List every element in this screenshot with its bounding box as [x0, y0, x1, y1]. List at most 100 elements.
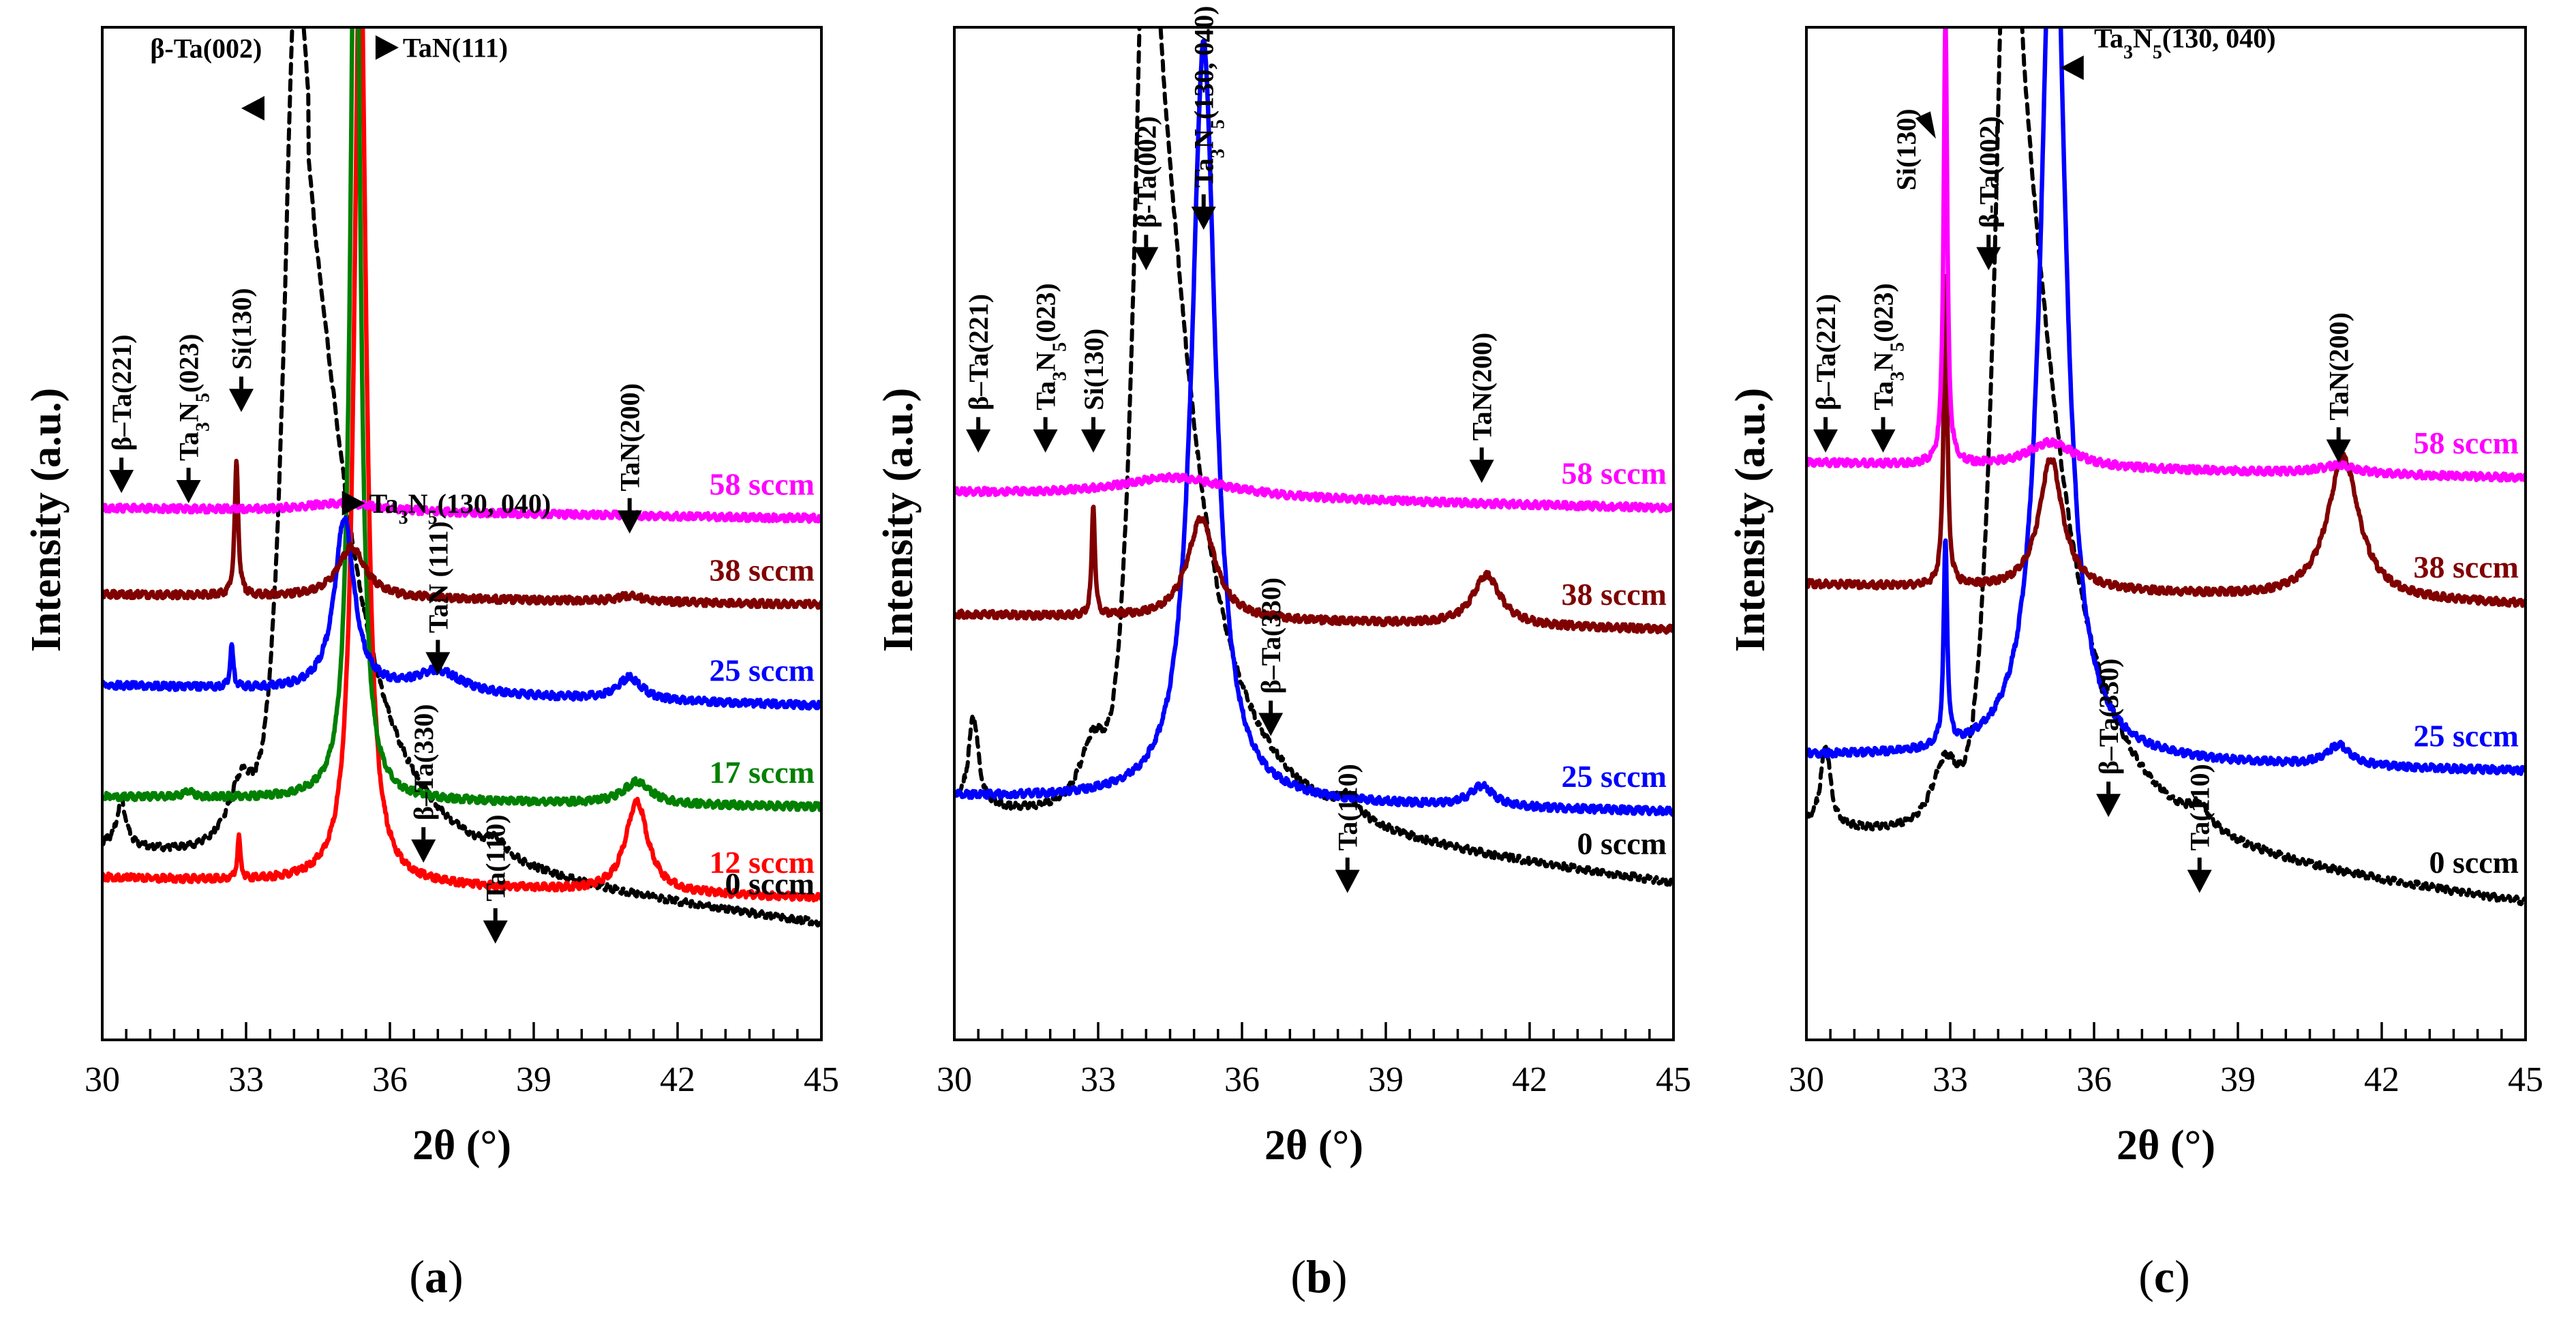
- series-label-25-sccm: 25 sccm: [709, 653, 815, 688]
- peak-label: TaN(200): [2324, 312, 2354, 421]
- peak-label: Ta3N5(130, 040): [1189, 5, 1229, 188]
- arrow-down-icon: [1033, 429, 1058, 453]
- series-label-38-sccm: 38 sccm: [1561, 577, 1667, 612]
- series-line-38-sccm: [1806, 273, 2526, 608]
- arrow-down-icon: [411, 839, 436, 863]
- peak-label: Ta(110): [1333, 764, 1363, 850]
- x-tick-label: 36: [372, 1060, 408, 1099]
- peak-label: Ta3N5(130, 040): [2094, 23, 2276, 63]
- peak-annotation-ta-002: β-Ta(002): [1973, 116, 2004, 271]
- arrow-down-icon: [2326, 439, 2351, 463]
- peak-annotation-tan-111: TaN(111): [375, 33, 508, 63]
- arrow-down-icon: [1976, 247, 2001, 271]
- peak-annotation-tan-111: TaN (111): [423, 521, 453, 676]
- x-tick-label: 36: [1224, 1060, 1260, 1099]
- peak-label: Si(130): [1891, 108, 1922, 190]
- arrow-down-icon: [2187, 869, 2212, 893]
- peak-annotation-ta-221: β–Ta(221): [963, 294, 994, 453]
- series-label-58-sccm: 58 sccm: [1561, 456, 1667, 491]
- panel-c: 0 sccm 25 sccm 38 sccm 58 sccm Ta3N5(130, 04…: [1727, 23, 2543, 1302]
- peak-annotation-ta3n5-023: Ta3N5(023): [1031, 283, 1071, 453]
- traces: [954, 27, 1673, 888]
- series-line-25-sccm: [954, 38, 1673, 817]
- x-tick-label: 45: [804, 1060, 839, 1099]
- y-axis-title: Intensity (a.u.): [23, 388, 70, 653]
- peak-label: Ta(110): [481, 814, 511, 901]
- y-axis-title: Intensity (a.u.): [1727, 388, 1774, 653]
- arrow-down-icon: [1335, 869, 1360, 893]
- series-label-25-sccm: 25 sccm: [1561, 759, 1667, 794]
- arrow-down-icon: [617, 510, 642, 534]
- peak-annotation-ta-330: β–Ta(330): [408, 704, 439, 863]
- peak-annotation-ta3n5-130-040: Ta3N5(130, 040): [2060, 23, 2276, 80]
- peak-annotation-ta-110: Ta(110): [2185, 764, 2215, 893]
- peak-label: Ta3N5(130, 040): [369, 488, 551, 528]
- x-tick-label: 33: [1080, 1060, 1116, 1099]
- arrow-down-icon: [966, 429, 991, 453]
- peak-annotation-si-130: Si(130): [226, 288, 257, 413]
- peak-annotation-ta3n5-130-040: Ta3N5(130, 040): [1189, 5, 1229, 230]
- arrow-down-icon: [1134, 247, 1159, 271]
- x-tick-label: 42: [1512, 1060, 1547, 1099]
- arrow-down-icon: [1870, 429, 1896, 453]
- series-line-58-sccm: [954, 472, 1673, 513]
- plot-frame: [953, 26, 1675, 1041]
- peak-annotation-ta-221: β–Ta(221): [106, 334, 137, 494]
- peak-label: Ta(110): [2185, 764, 2215, 850]
- arrow-left-icon: [241, 95, 264, 121]
- peak-label: β–Ta(221): [1810, 294, 1841, 410]
- peak-annotation-ta-330: β–Ta(330): [1256, 578, 1286, 736]
- x-axis-title: 2θ (°): [2117, 1122, 2215, 1169]
- panel-label: (c): [2138, 1251, 2190, 1302]
- arrow-down-icon: [1080, 429, 1106, 453]
- x-tick-label: 39: [516, 1060, 551, 1099]
- series-line-58-sccm: [102, 498, 821, 524]
- x-tick-label: 33: [1933, 1060, 1968, 1099]
- peak-label: β-Ta(002): [1131, 116, 1162, 228]
- series-label-12-sccm: 12 sccm: [709, 845, 815, 880]
- series-line-17-sccm: [102, 27, 821, 813]
- series-label-38-sccm: 38 sccm: [2413, 550, 2519, 584]
- x-tick-label: 39: [1368, 1060, 1404, 1099]
- arrow-right-icon: [342, 490, 365, 516]
- arrow-down-icon: [483, 920, 508, 944]
- series-label-0-sccm: 0 sccm: [2429, 845, 2519, 880]
- traces: [1806, 27, 2526, 906]
- series-label-25-sccm: 25 sccm: [2413, 719, 2519, 753]
- series-line-58-sccm: [1806, 27, 2526, 483]
- peak-label: TaN(111): [403, 33, 508, 63]
- panel-label: (a): [409, 1251, 463, 1302]
- x-tick-label: 30: [937, 1060, 972, 1099]
- series-line-0-sccm: [102, 27, 821, 928]
- x-tick-label: 45: [1656, 1060, 1691, 1099]
- peak-label: Ta3N5(023): [1868, 283, 1909, 410]
- peak-label: Ta3N5(023): [1031, 283, 1071, 410]
- x-axis-title: 2θ (°): [1264, 1122, 1363, 1169]
- peak-label: TaN(200): [615, 383, 646, 492]
- arrow-down-icon: [176, 479, 201, 503]
- peak-annotation-si-130: Si(130): [1891, 108, 1936, 190]
- peak-label: β–Ta(221): [963, 294, 994, 410]
- x-tick-label: 30: [85, 1060, 120, 1099]
- peak-label: Si(130): [1078, 329, 1109, 410]
- arrow-down-icon: [1813, 429, 1838, 453]
- peak-label: β–Ta(330): [1256, 578, 1286, 694]
- series-line-12-sccm: [102, 27, 821, 903]
- x-tick-label: 39: [2220, 1060, 2256, 1099]
- peak-annotation-ta3n5-023: Ta3N5(023): [1868, 283, 1909, 453]
- arrow-down-icon: [1469, 460, 1494, 483]
- series-line-38-sccm: [954, 505, 1673, 635]
- peak-label: Si(130): [226, 288, 257, 370]
- x-tick-label: 30: [1789, 1060, 1824, 1099]
- arrow-down-icon: [228, 389, 254, 413]
- x-axis-title: 2θ (°): [412, 1122, 511, 1169]
- peak-annotation-ta-110: Ta(110): [1333, 764, 1363, 893]
- series-line-0-sccm: [1806, 27, 2526, 906]
- arrow-down-icon: [425, 652, 451, 676]
- peak-annotation-tan-200: TaN(200): [615, 383, 646, 534]
- peak-annotation-ta3n5-023: Ta3N5(023): [174, 333, 213, 503]
- peak-label: β–Ta(221): [106, 334, 137, 451]
- series-label-38-sccm: 38 sccm: [709, 552, 815, 587]
